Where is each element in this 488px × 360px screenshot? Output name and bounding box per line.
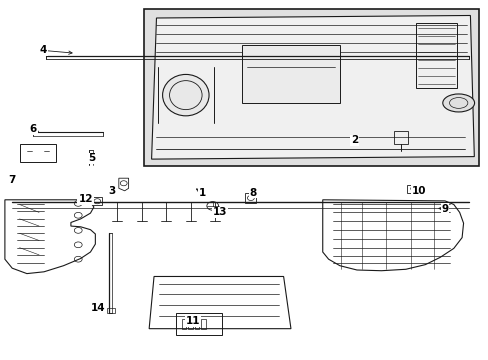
Bar: [188, 319, 192, 329]
Text: 3: 3: [108, 186, 115, 196]
Text: 12: 12: [78, 194, 93, 204]
Text: 9: 9: [441, 204, 447, 214]
Bar: [201, 319, 205, 329]
Text: 4: 4: [39, 45, 47, 55]
Bar: [182, 319, 186, 329]
Text: 10: 10: [411, 186, 426, 196]
Ellipse shape: [442, 94, 473, 112]
Text: 6: 6: [30, 124, 37, 134]
Text: 2: 2: [350, 135, 357, 145]
Text: 13: 13: [212, 207, 227, 217]
Bar: [194, 319, 199, 329]
Polygon shape: [151, 15, 473, 159]
Ellipse shape: [162, 75, 209, 116]
Text: 5: 5: [88, 153, 95, 163]
Polygon shape: [242, 45, 339, 103]
Text: 14: 14: [90, 303, 105, 313]
Bar: [144, 9, 478, 166]
Text: 8: 8: [249, 188, 256, 198]
Text: 11: 11: [185, 316, 200, 326]
Text: 1: 1: [199, 188, 206, 198]
Text: 7: 7: [8, 175, 16, 185]
